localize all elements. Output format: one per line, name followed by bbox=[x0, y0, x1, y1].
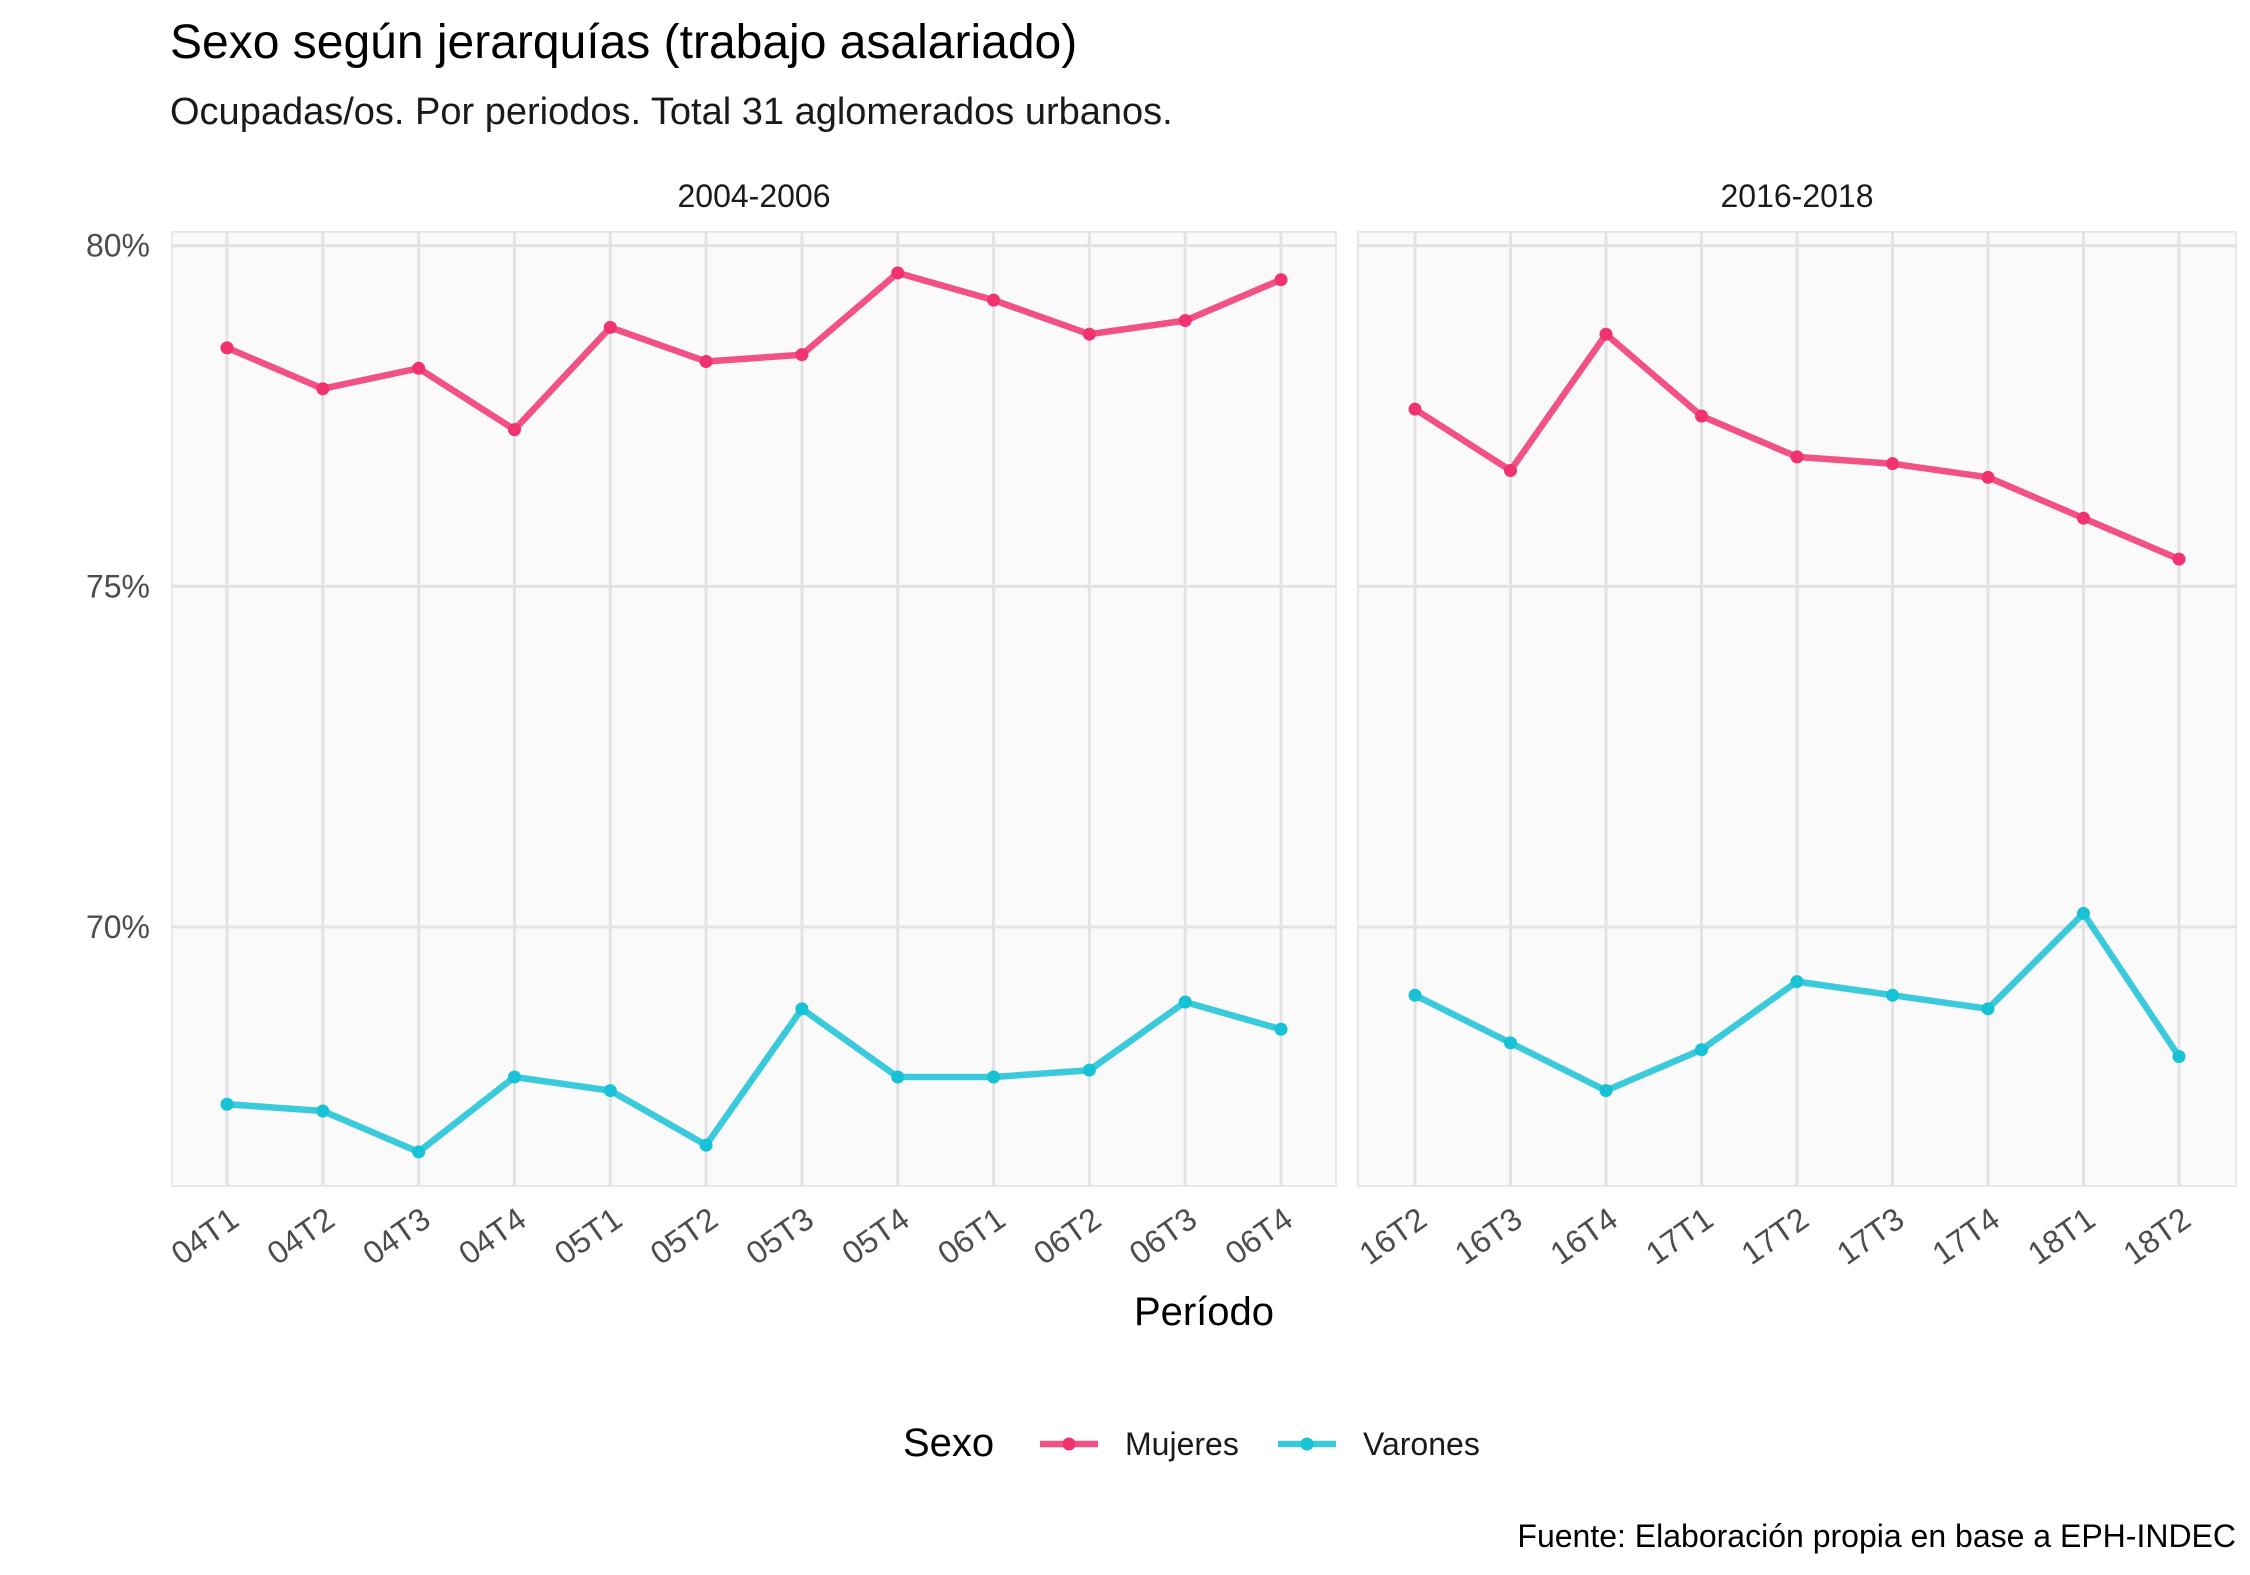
x-tick-label: 05T4 bbox=[835, 1200, 915, 1271]
legend-item-Mujeres: Mujeres bbox=[1040, 1426, 1239, 1462]
data-point bbox=[1599, 1084, 1613, 1098]
chart-caption: Fuente: Elaboración propia en base a EPH… bbox=[1517, 1518, 2236, 1554]
legend-key-point bbox=[1062, 1437, 1076, 1451]
data-point bbox=[1178, 995, 1192, 1009]
legend-title: Sexo bbox=[903, 1421, 994, 1465]
x-tick-label: 05T2 bbox=[644, 1200, 724, 1271]
facet-panels: 2004-2006 04T1 04T2 04T3 04T4 05T1 05T2 05T3 05T… bbox=[86, 178, 2237, 1272]
data-point bbox=[1981, 470, 1995, 484]
legend: Sexo Mujeres Varones bbox=[903, 1421, 1480, 1465]
data-point bbox=[507, 1070, 521, 1084]
data-point bbox=[2172, 552, 2186, 566]
data-point bbox=[2172, 1050, 2186, 1064]
data-point bbox=[603, 1084, 617, 1098]
data-point bbox=[1408, 402, 1422, 416]
facet-strip-label: 2016-2018 bbox=[1720, 178, 1873, 214]
data-point bbox=[2077, 906, 2090, 920]
x-tick-label: 06T1 bbox=[931, 1200, 1011, 1271]
legend-key-point bbox=[1300, 1437, 1314, 1451]
x-tick-label: 18T1 bbox=[2021, 1200, 2101, 1271]
x-tick-label: 17T2 bbox=[1735, 1200, 1815, 1271]
legend-item-Varones: Varones bbox=[1278, 1426, 1480, 1462]
chart-subtitle: Ocupadas/os. Por periodos. Total 31 aglo… bbox=[170, 91, 1173, 133]
series-Varones bbox=[220, 995, 1288, 1159]
data-point bbox=[987, 293, 1001, 307]
y-tick-label: 70% bbox=[86, 909, 150, 945]
x-tick-label: 04T2 bbox=[260, 1200, 340, 1271]
x-tick-label: 18T2 bbox=[2117, 1200, 2197, 1271]
data-point bbox=[1178, 314, 1192, 328]
data-point bbox=[220, 1097, 234, 1111]
data-point bbox=[1790, 975, 1804, 989]
data-point bbox=[987, 1070, 1001, 1084]
series-line bbox=[223, 998, 1285, 1156]
data-point bbox=[412, 1145, 426, 1159]
x-tick-label: 05T3 bbox=[740, 1200, 820, 1271]
data-point bbox=[1082, 327, 1096, 341]
data-point bbox=[1790, 450, 1804, 464]
data-point bbox=[316, 1104, 330, 1118]
legend-label: Mujeres bbox=[1125, 1426, 1239, 1462]
x-tick-label: 17T1 bbox=[1639, 1200, 1719, 1271]
data-point bbox=[891, 266, 905, 280]
data-point bbox=[699, 1138, 713, 1152]
y-tick-label: 80% bbox=[86, 228, 150, 264]
x-tick-label: 06T2 bbox=[1027, 1200, 1107, 1271]
data-point bbox=[220, 341, 234, 355]
x-tick-label: 17T4 bbox=[1926, 1200, 2006, 1271]
x-tick-label: 06T3 bbox=[1123, 1200, 1203, 1271]
x-tick-label: 16T3 bbox=[1448, 1200, 1528, 1271]
series-line bbox=[223, 269, 1285, 433]
data-point bbox=[1886, 988, 1899, 1002]
series-Mujeres bbox=[220, 266, 1288, 437]
data-point bbox=[1504, 464, 1517, 477]
data-point bbox=[1082, 1063, 1096, 1077]
x-axis-title: Período bbox=[1134, 1290, 1274, 1334]
x-tick-label: 16T2 bbox=[1353, 1200, 1433, 1271]
data-point bbox=[1695, 1043, 1708, 1057]
data-point bbox=[1274, 1022, 1288, 1036]
series-Mujeres bbox=[1408, 327, 2186, 566]
data-point bbox=[795, 1002, 809, 1016]
x-tick-label: 06T4 bbox=[1219, 1200, 1299, 1271]
series-Varones bbox=[1408, 906, 2186, 1098]
data-point bbox=[795, 348, 809, 362]
data-point bbox=[1504, 1036, 1517, 1050]
legend-label: Varones bbox=[1363, 1426, 1480, 1462]
data-point bbox=[603, 320, 617, 334]
data-point bbox=[1599, 327, 1613, 341]
facet-strip-label: 2004-2006 bbox=[677, 178, 830, 214]
data-point bbox=[507, 423, 521, 437]
y-tick-label: 75% bbox=[86, 568, 150, 604]
facet-panel-2004-2006: 2004-2006 04T1 04T2 04T3 04T4 05T1 05T2 05T3 05T… bbox=[165, 178, 1337, 1272]
data-point bbox=[891, 1070, 905, 1084]
x-tick-label: 04T4 bbox=[452, 1200, 532, 1271]
data-point bbox=[2077, 511, 2090, 525]
data-point bbox=[316, 382, 330, 396]
x-tick-label: 16T4 bbox=[1544, 1200, 1624, 1271]
x-tick-label: 05T1 bbox=[548, 1200, 628, 1271]
panel-background bbox=[171, 231, 1337, 1187]
data-point bbox=[1981, 1002, 1995, 1016]
x-tick-label: 17T3 bbox=[1830, 1200, 1910, 1271]
data-point bbox=[1274, 273, 1288, 287]
data-point bbox=[699, 354, 713, 368]
data-point bbox=[1408, 988, 1422, 1002]
data-point bbox=[412, 361, 426, 375]
data-point bbox=[1695, 409, 1708, 423]
x-tick-label: 04T3 bbox=[356, 1200, 436, 1271]
data-point bbox=[1886, 457, 1899, 471]
x-tick-label: 04T1 bbox=[165, 1200, 245, 1271]
chart-title: Sexo según jerarquías (trabajo asalariad… bbox=[170, 16, 1077, 69]
